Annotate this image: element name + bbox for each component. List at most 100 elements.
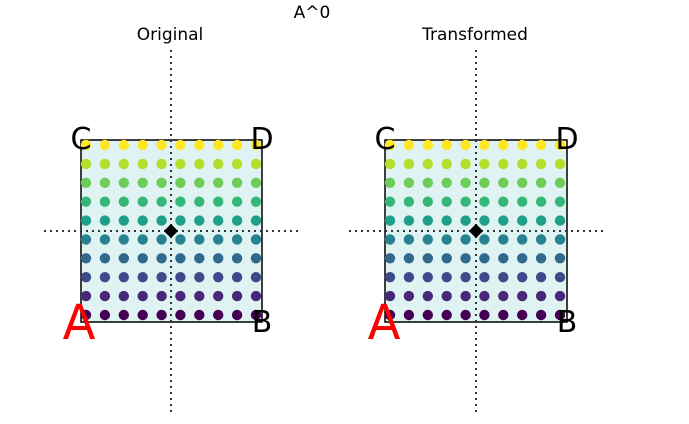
grid-point (422, 234, 433, 245)
grid-point (441, 290, 452, 302)
grid-point (460, 196, 471, 207)
grid-point (137, 234, 148, 245)
grid-point (175, 309, 186, 321)
grid-point (80, 309, 92, 321)
grid-point (213, 272, 224, 283)
grid-point (460, 215, 471, 226)
grid-point (422, 215, 433, 226)
grid-point (517, 272, 528, 283)
grid-point (231, 272, 243, 283)
grid-point (137, 158, 148, 170)
grid-point (118, 158, 129, 170)
grid-point (498, 290, 509, 302)
grid-point (384, 272, 396, 283)
corner-label-d-transformed: D (555, 122, 578, 157)
grid-point (231, 234, 243, 245)
panel-original: Original A B C D (44, 25, 298, 412)
grid-point (137, 139, 148, 151)
grid-point (498, 196, 509, 207)
grid-point (194, 309, 205, 321)
grid-point (156, 272, 167, 283)
grid-point (156, 158, 167, 170)
grid-point (250, 234, 262, 245)
grid-point (250, 196, 262, 207)
grid-point (231, 309, 243, 321)
grid-point (118, 139, 129, 151)
grid-point (479, 196, 490, 207)
grid-point (118, 196, 129, 207)
grid-point (99, 272, 111, 283)
grid-point (384, 290, 396, 302)
grid-point (213, 234, 224, 245)
grid-point (498, 177, 509, 188)
grid-point (517, 253, 528, 264)
grid-point (517, 215, 528, 226)
grid-point (554, 234, 566, 245)
grid-point (137, 253, 148, 264)
grid-point (403, 196, 415, 207)
grid-point (137, 215, 148, 226)
grid-point (479, 234, 490, 245)
grid-point (213, 139, 224, 151)
grid-point (194, 139, 205, 151)
grid-point (554, 158, 566, 170)
grid-point (535, 290, 547, 302)
grid-point (554, 215, 566, 226)
grid-point (535, 234, 547, 245)
grid-point (156, 290, 167, 302)
grid-point (231, 158, 243, 170)
grid-point (535, 139, 547, 151)
grid-point (99, 215, 111, 226)
grid-point (517, 309, 528, 321)
grid-point (156, 253, 167, 264)
grid-point (441, 177, 452, 188)
grid-point (231, 196, 243, 207)
grid-point (194, 196, 205, 207)
panel-title-original: Original (137, 25, 204, 45)
grid-point (479, 139, 490, 151)
grid-point (250, 290, 262, 302)
grid-point (175, 139, 186, 151)
grid-point (479, 290, 490, 302)
grid-point (213, 309, 224, 321)
grid-point (384, 196, 396, 207)
figure-title: A^0 (294, 3, 331, 23)
grid-point (422, 253, 433, 264)
grid-point (231, 290, 243, 302)
grid-point (213, 158, 224, 170)
grid-point (403, 290, 415, 302)
grid-point (479, 309, 490, 321)
grid-point (554, 272, 566, 283)
grid-point (535, 196, 547, 207)
grid-point (422, 309, 433, 321)
grid-point (213, 253, 224, 264)
grid-point (460, 158, 471, 170)
grid-point (535, 215, 547, 226)
grid-point (80, 253, 92, 264)
grid-point (118, 309, 129, 321)
grid-point (498, 158, 509, 170)
grid-point (460, 177, 471, 188)
grid-point (535, 309, 547, 321)
grid-point (118, 234, 129, 245)
grid-point (441, 139, 452, 151)
grid-point (554, 196, 566, 207)
grid-point (118, 272, 129, 283)
grid-point (441, 215, 452, 226)
grid-point (517, 177, 528, 188)
grid-point (250, 139, 262, 151)
grid-point (422, 196, 433, 207)
grid-point (194, 158, 205, 170)
grid-point (384, 215, 396, 226)
grid-point (118, 290, 129, 302)
grid-point (80, 272, 92, 283)
grid-point (99, 234, 111, 245)
grid-point (175, 272, 186, 283)
grid-point (156, 234, 167, 245)
grid-point (231, 253, 243, 264)
grid-point (479, 253, 490, 264)
grid-point (99, 196, 111, 207)
grid-point (498, 272, 509, 283)
grid-point (403, 139, 415, 151)
